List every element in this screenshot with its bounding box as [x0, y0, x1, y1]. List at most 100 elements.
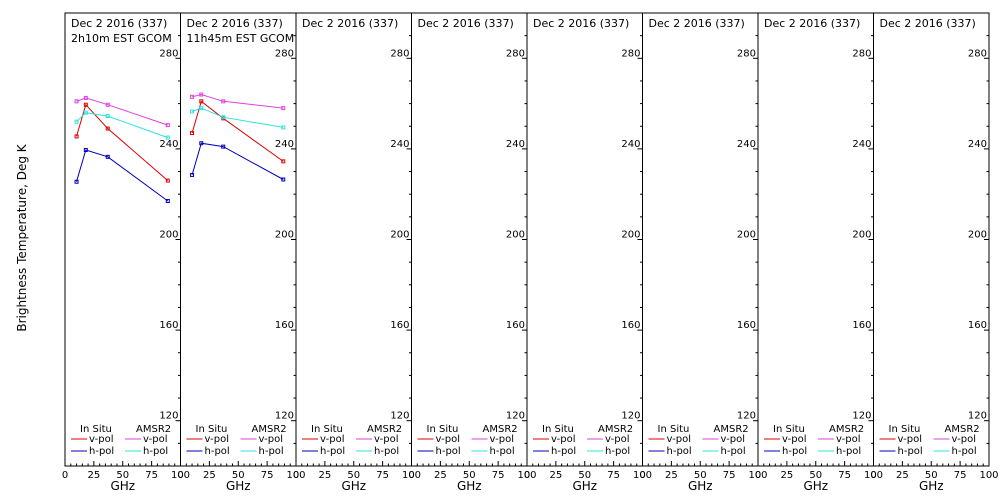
- legend-header-amsr2: AMSR2: [483, 424, 518, 435]
- data-point: [281, 106, 286, 111]
- legend-label: v-pol: [836, 434, 861, 445]
- panel-title: Dec 2 2016 (337): [533, 17, 629, 30]
- y-axis-title: Brightness Temperature, Deg K: [15, 143, 29, 331]
- panel-title: Dec 2 2016 (337): [71, 17, 167, 30]
- x-tick-label: 100: [286, 470, 305, 481]
- legend-label: v-pol: [952, 434, 977, 445]
- series-amsr2-v-pol: [74, 95, 170, 128]
- panel-title: Dec 2 2016 (337): [649, 17, 745, 30]
- data-point: [105, 102, 110, 107]
- x-tick-label: 100: [748, 470, 767, 481]
- legend-label: v-pol: [782, 434, 807, 445]
- x-tick-label: 0: [524, 470, 530, 481]
- x-tick-label: 0: [755, 470, 761, 481]
- legend-label: h-pol: [721, 446, 746, 457]
- legend-label: h-pol: [143, 446, 168, 457]
- data-point: [165, 123, 170, 128]
- x-tick-label: 100: [864, 470, 883, 481]
- panel-4: 0 25 50 75 100 120 160 200 240 280 Dec 2 2016 (337…: [408, 12, 537, 493]
- y-tick-label: 160: [737, 320, 756, 331]
- x-tick-label: 75: [376, 470, 389, 481]
- series-amsr2-v-pol: [190, 92, 286, 111]
- data-point: [83, 110, 88, 115]
- legend-header-in-situ: In Situ: [658, 424, 690, 435]
- data-point: [190, 131, 195, 136]
- x-tick-label: 50: [232, 470, 245, 481]
- x-tick-label: 25: [203, 470, 216, 481]
- panel-7: 0 25 50 75 100 120 160 200 240 280 Dec 2 2016 (337…: [755, 12, 883, 493]
- data-point: [190, 172, 195, 177]
- series-line: [191, 93, 284, 109]
- legend-label: v-pol: [721, 434, 746, 445]
- data-point: [221, 115, 226, 120]
- legend-label: h-pol: [782, 446, 807, 457]
- legend-header-amsr2: AMSR2: [367, 424, 402, 435]
- x-tick-label: 75: [145, 470, 158, 481]
- y-tick-label: 280: [390, 48, 409, 59]
- y-tick-label: 280: [968, 48, 987, 59]
- x-tick-label: 0: [408, 470, 414, 481]
- y-tick-label: 160: [159, 320, 178, 331]
- x-tick-label: 25: [550, 470, 563, 481]
- y-tick-label: 240: [275, 139, 294, 150]
- panel-title: Dec 2 2016 (337): [418, 17, 514, 30]
- x-axis-title: GHz: [919, 479, 944, 493]
- y-tick-label: 120: [275, 411, 294, 422]
- legend-label: h-pol: [898, 446, 923, 457]
- x-tick-label: 75: [723, 470, 736, 481]
- legend-label: v-pol: [143, 434, 168, 445]
- data-point: [74, 99, 79, 104]
- data-point: [199, 141, 204, 146]
- data-point: [165, 198, 170, 203]
- x-tick-label: 25: [434, 470, 447, 481]
- data-point: [83, 102, 88, 107]
- y-tick-label: 120: [506, 411, 525, 422]
- panel-6: 0 25 50 75 100 120 160 200 240 280 Dec 2 2016 (337…: [639, 12, 768, 493]
- legend-header-amsr2: AMSR2: [136, 424, 171, 435]
- x-tick-label: 75: [954, 470, 967, 481]
- series-line: [76, 112, 168, 139]
- legend-header-amsr2: AMSR2: [945, 424, 980, 435]
- data-point: [199, 106, 204, 111]
- legend-label: v-pol: [551, 434, 576, 445]
- legend-header-in-situ: In Situ: [80, 424, 112, 435]
- y-tick-label: 200: [159, 230, 178, 241]
- data-point: [83, 95, 88, 100]
- data-point: [221, 144, 226, 149]
- panel-title: Dec 2 2016 (337): [880, 17, 976, 30]
- x-tick-label: 0: [639, 470, 645, 481]
- chart-panels: 0 25 50 75 100 120 160 200 240 280 Dec 2 2016 (337…: [62, 12, 999, 493]
- y-tick-label: 120: [852, 411, 871, 422]
- legend-label: v-pol: [89, 434, 114, 445]
- y-tick-label: 240: [852, 139, 871, 150]
- y-tick-label: 120: [390, 411, 409, 422]
- x-tick-label: 25: [896, 470, 909, 481]
- legend-label: v-pol: [320, 434, 345, 445]
- data-point: [83, 148, 88, 153]
- y-tick-label: 200: [390, 230, 409, 241]
- legend-header-amsr2: AMSR2: [714, 424, 749, 435]
- legend-header-in-situ: In Situ: [427, 424, 459, 435]
- series-line: [76, 149, 169, 202]
- y-tick-label: 160: [621, 320, 640, 331]
- legend-header-in-situ: In Situ: [311, 424, 343, 435]
- series-line: [76, 103, 169, 181]
- series-in-situ-v-pol: [74, 102, 170, 183]
- legend-label: v-pol: [667, 434, 692, 445]
- data-point: [281, 177, 286, 182]
- data-point: [165, 135, 170, 140]
- y-tick-label: 200: [506, 230, 525, 241]
- legend-label: h-pol: [667, 446, 692, 457]
- legend-label: h-pol: [551, 446, 576, 457]
- y-tick-label: 120: [621, 411, 640, 422]
- series-in-situ-h-pol: [74, 148, 170, 203]
- y-tick-label: 240: [159, 139, 178, 150]
- y-tick-label: 280: [159, 48, 178, 59]
- x-tick-label: 50: [809, 470, 822, 481]
- y-tick-label: 200: [737, 230, 756, 241]
